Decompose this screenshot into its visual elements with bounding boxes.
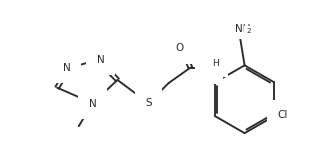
Text: N: N — [205, 63, 213, 73]
Text: N: N — [89, 99, 97, 109]
Text: N: N — [97, 55, 104, 65]
Text: O: O — [175, 43, 184, 53]
Text: S: S — [145, 98, 152, 108]
Text: NH: NH — [235, 24, 251, 34]
Text: 2: 2 — [246, 29, 251, 35]
Text: N: N — [63, 63, 71, 73]
Text: H: H — [212, 59, 219, 68]
Text: Cl: Cl — [277, 110, 288, 120]
